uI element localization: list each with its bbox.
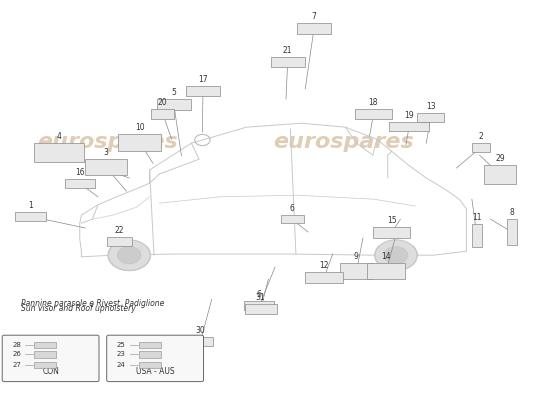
Text: 2: 2 (478, 132, 483, 141)
Circle shape (118, 247, 141, 264)
Text: 16: 16 (75, 168, 85, 177)
Text: 20: 20 (158, 98, 168, 107)
Bar (484, 165, 516, 184)
Bar (188, 337, 213, 346)
Bar (34, 351, 56, 358)
Text: 1: 1 (28, 201, 33, 210)
Bar (389, 122, 429, 131)
Text: 4: 4 (57, 132, 61, 141)
Text: 17: 17 (198, 75, 208, 84)
Text: 6: 6 (290, 204, 294, 213)
Text: 6: 6 (257, 290, 262, 299)
Bar (271, 57, 305, 67)
Bar (151, 109, 174, 119)
Bar (85, 159, 126, 175)
Text: 27: 27 (12, 362, 21, 368)
Bar (340, 263, 373, 279)
Bar (472, 224, 482, 247)
Text: USA - AUS: USA - AUS (136, 367, 174, 376)
Text: 22: 22 (115, 226, 124, 235)
Bar (373, 227, 410, 238)
Text: CON: CON (42, 367, 59, 376)
Text: 5: 5 (172, 88, 176, 97)
Text: 29: 29 (495, 154, 505, 163)
Bar (157, 99, 191, 110)
Bar (139, 351, 161, 358)
Text: 19: 19 (404, 111, 414, 120)
Text: Pannine parasole e Rivest. Padiglione: Pannine parasole e Rivest. Padiglione (21, 299, 164, 308)
Bar (65, 179, 95, 188)
Text: 31: 31 (256, 293, 266, 302)
Text: 12: 12 (319, 261, 329, 270)
FancyBboxPatch shape (2, 335, 99, 382)
Bar (367, 263, 405, 279)
Text: 8: 8 (510, 208, 514, 217)
Circle shape (384, 247, 408, 264)
Text: eurospares: eurospares (273, 132, 414, 152)
Text: 15: 15 (387, 216, 397, 225)
Text: 10: 10 (135, 123, 145, 132)
Text: 11: 11 (472, 213, 482, 222)
Text: 23: 23 (117, 352, 125, 358)
Text: 7: 7 (312, 12, 316, 21)
Bar (417, 113, 444, 122)
Bar (107, 237, 132, 246)
Text: 21: 21 (283, 46, 293, 55)
Bar (34, 143, 84, 162)
Bar (244, 301, 274, 310)
Bar (297, 23, 331, 34)
Text: 13: 13 (426, 102, 436, 111)
Circle shape (375, 240, 417, 270)
Text: 3: 3 (103, 148, 108, 157)
Text: 25: 25 (117, 342, 125, 348)
Text: 18: 18 (368, 98, 378, 107)
Bar (245, 304, 277, 314)
Bar (139, 362, 161, 368)
Bar (472, 143, 490, 152)
Text: eurospares: eurospares (37, 132, 178, 152)
Bar (34, 362, 56, 368)
Bar (34, 342, 56, 348)
Bar (186, 86, 220, 96)
Bar (280, 215, 304, 223)
Bar (355, 109, 392, 119)
Bar (15, 212, 46, 221)
Circle shape (108, 240, 150, 270)
FancyBboxPatch shape (107, 335, 204, 382)
Text: 28: 28 (12, 342, 21, 348)
Text: 14: 14 (381, 252, 391, 261)
Text: 30: 30 (196, 326, 205, 335)
Text: 9: 9 (354, 252, 359, 261)
Bar (139, 342, 161, 348)
Text: 24: 24 (117, 362, 125, 368)
Text: 26: 26 (12, 352, 21, 358)
Bar (118, 134, 161, 151)
Text: Sun visor and Roof upholstery: Sun visor and Roof upholstery (21, 304, 136, 313)
Bar (507, 219, 517, 245)
Bar (305, 272, 343, 283)
